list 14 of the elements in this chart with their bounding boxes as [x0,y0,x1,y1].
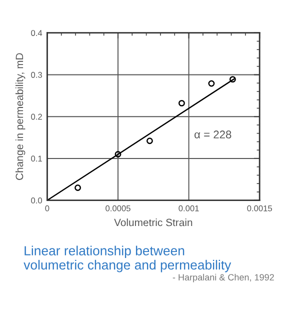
y-tick-label: 0.0 [31,198,42,204]
y-tick-label: 0.4 [31,30,42,36]
x-tick-label: 0.0015 [247,205,272,212]
y-tick-label: 0.2 [31,114,42,120]
y-tick-label: 0.3 [31,72,42,78]
x-tick-label: 0 [45,205,50,212]
text: - Harpalani & Chen, 1992 [172,274,274,282]
x-tick-label: 0.001 [178,205,199,212]
y-axis-title: Change in permeability, mD [15,53,26,180]
x-tick-label: 0.0005 [106,205,130,212]
y-tick-label: 0.1 [31,156,42,162]
x-axis-title: Volumetric Strain [114,218,192,226]
annotation: α = 228 [194,130,232,138]
text: Linear relationship between volumetric change and permeability [24,246,232,272]
